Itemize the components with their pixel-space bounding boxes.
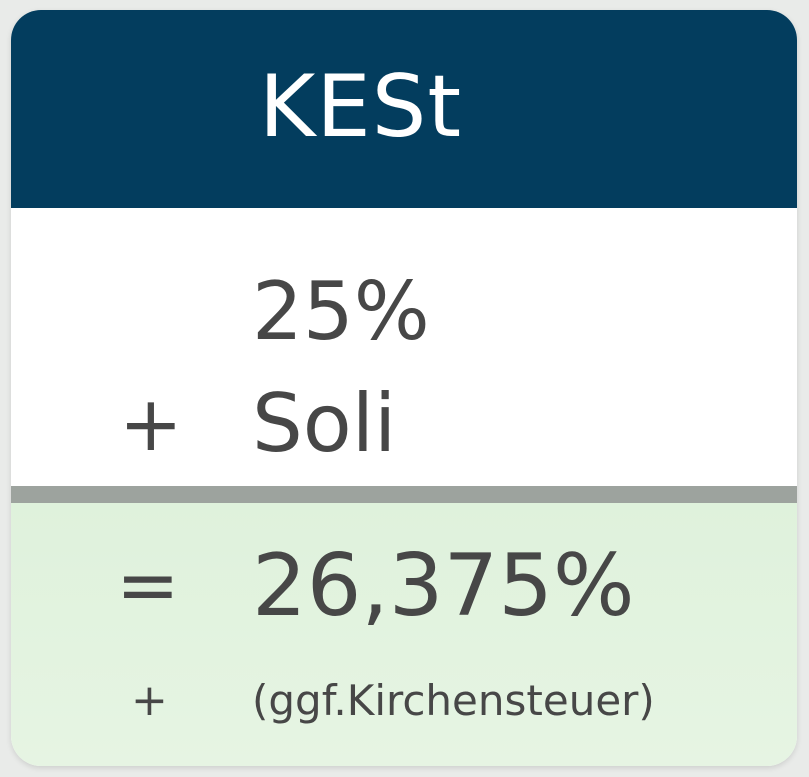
plus-operator: + — [119, 379, 183, 468]
plus-operator-small: + — [131, 675, 168, 726]
soli-label: Soli — [252, 377, 397, 470]
result-section: = 26,375% + (ggf.Kirchensteuer) — [11, 503, 797, 766]
calculation-section: 25% + Soli — [11, 208, 797, 486]
card-header: KESt — [11, 10, 797, 208]
sum-divider — [11, 486, 797, 503]
base-rate: 25% — [252, 265, 430, 358]
church-tax-note: (ggf.Kirchensteuer) — [252, 676, 655, 725]
card-title: KESt — [259, 57, 463, 157]
equals-operator: = — [116, 540, 180, 629]
total-rate: 26,375% — [252, 536, 635, 636]
tax-card: KESt 25% + Soli = 26,375% + (ggf.Kirchen… — [11, 10, 797, 766]
